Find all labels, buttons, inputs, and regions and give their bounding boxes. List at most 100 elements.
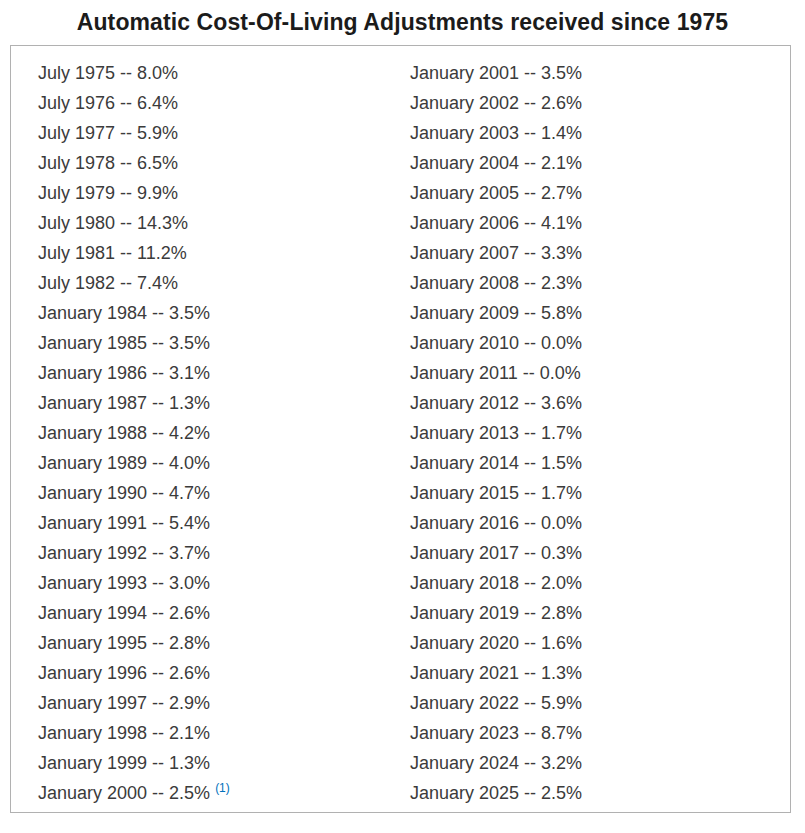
cola-row: January 2011 -- 0.0% [410,358,790,388]
cola-row-text: January 1985 -- 3.5% [38,333,210,353]
cola-row-text: January 2015 -- 1.7% [410,483,582,503]
cola-row: January 2001 -- 3.5% [410,58,790,88]
cola-column-left: July 1975 -- 8.0% July 1976 -- 6.4% July 1… [38,58,410,812]
cola-row: January 2023 -- 8.7% [410,718,790,748]
cola-row-text: January 2019 -- 2.8% [410,603,582,623]
cola-row-text: January 2021 -- 1.3% [410,663,582,683]
cola-row: January 2022 -- 5.9% [410,688,790,718]
cola-row: January 2025 -- 2.5% [410,778,790,808]
cola-row: January 1987 -- 1.3% [38,388,410,418]
cola-row-text: January 2004 -- 2.1% [410,153,582,173]
cola-row: January 2018 -- 2.0% [410,568,790,598]
cola-row: January 2005 -- 2.7% [410,178,790,208]
cola-row: January 2019 -- 2.8% [410,598,790,628]
cola-row: July 1977 -- 5.9% [38,118,410,148]
cola-row-text: January 2005 -- 2.7% [410,183,582,203]
cola-row-text: July 1977 -- 5.9% [38,123,178,143]
cola-row-text: January 2008 -- 2.3% [410,273,582,293]
cola-row: January 2004 -- 2.1% [410,148,790,178]
cola-row: July 1978 -- 6.5% [38,148,410,178]
cola-row: January 1984 -- 3.5% [38,298,410,328]
cola-row: January 2014 -- 1.5% [410,448,790,478]
cola-row: January 2006 -- 4.1% [410,208,790,238]
cola-row-text: July 1982 -- 7.4% [38,273,178,293]
cola-row: January 2002 -- 2.6% [410,88,790,118]
footnote-superscript: (1) [215,781,230,795]
cola-row-text: January 1988 -- 4.2% [38,423,210,443]
cola-row-text: January 2022 -- 5.9% [410,693,582,713]
cola-row: January 2021 -- 1.3% [410,658,790,688]
cola-row: January 1988 -- 4.2% [38,418,410,448]
cola-row: July 1981 -- 11.2% [38,238,410,268]
cola-row-text: January 2002 -- 2.6% [410,93,582,113]
cola-row-text: January 2014 -- 1.5% [410,453,582,473]
cola-row: January 1986 -- 3.1% [38,358,410,388]
cola-row-text: January 1984 -- 3.5% [38,303,210,323]
cola-row-text: January 2013 -- 1.7% [410,423,582,443]
cola-row-text: January 2016 -- 0.0% [410,513,582,533]
cola-row: January 1997 -- 2.9% [38,688,410,718]
cola-column-right: January 2001 -- 3.5% January 2002 -- 2.6%… [410,58,790,812]
cola-row: January 1994 -- 2.6% [38,598,410,628]
cola-row-text: January 1996 -- 2.6% [38,663,210,683]
cola-row: January 1985 -- 3.5% [38,328,410,358]
cola-row: January 1998 -- 2.1% [38,718,410,748]
cola-row-text: January 1991 -- 5.4% [38,513,210,533]
cola-row-text: January 2003 -- 1.4% [410,123,582,143]
cola-row: January 2024 -- 3.2% [410,748,790,778]
page-title: Automatic Cost-Of-Living Adjustments rec… [0,0,805,36]
cola-row-text: July 1976 -- 6.4% [38,93,178,113]
cola-row: July 1982 -- 7.4% [38,268,410,298]
cola-row-text: January 1990 -- 4.7% [38,483,210,503]
cola-row: July 1975 -- 8.0% [38,58,410,88]
cola-row-text: January 1999 -- 1.3% [38,753,210,773]
cola-row: January 1993 -- 3.0% [38,568,410,598]
cola-row: July 1980 -- 14.3% [38,208,410,238]
cola-row: January 1996 -- 2.6% [38,658,410,688]
cola-row-text: January 1997 -- 2.9% [38,693,210,713]
cola-row: January 1990 -- 4.7% [38,478,410,508]
cola-row-text: January 1993 -- 3.0% [38,573,210,593]
cola-row-text: January 2023 -- 8.7% [410,723,582,743]
cola-row: January 2010 -- 0.0% [410,328,790,358]
cola-row: July 1976 -- 6.4% [38,88,410,118]
cola-row-text: July 1979 -- 9.9% [38,183,178,203]
cola-row: January 2012 -- 3.6% [410,388,790,418]
cola-row: January 1992 -- 3.7% [38,538,410,568]
cola-row: January 2009 -- 5.8% [410,298,790,328]
cola-list-box: July 1975 -- 8.0% July 1976 -- 6.4% July 1… [10,45,791,813]
cola-row: January 2007 -- 3.3% [410,238,790,268]
cola-row-text: January 1992 -- 3.7% [38,543,210,563]
cola-row-text: January 2001 -- 3.5% [410,63,582,83]
cola-row-text: January 2017 -- 0.3% [410,543,582,563]
footnote-link[interactable]: (1) [215,781,230,795]
cola-row: January 1995 -- 2.8% [38,628,410,658]
cola-row: January 2017 -- 0.3% [410,538,790,568]
cola-row-text: January 2009 -- 5.8% [410,303,582,323]
cola-row-text: January 2018 -- 2.0% [410,573,582,593]
cola-row: January 1991 -- 5.4% [38,508,410,538]
cola-row-text: January 2012 -- 3.6% [410,393,582,413]
cola-row: January 2020 -- 1.6% [410,628,790,658]
cola-row: January 1999 -- 1.3% [38,748,410,778]
cola-row-text: July 1980 -- 14.3% [38,213,188,233]
cola-row: January 1989 -- 4.0% [38,448,410,478]
cola-row: January 2003 -- 1.4% [410,118,790,148]
cola-row-text: January 2024 -- 3.2% [410,753,582,773]
cola-row-text: January 1994 -- 2.6% [38,603,210,623]
cola-row-text: January 1998 -- 2.1% [38,723,210,743]
cola-row-text: January 1987 -- 1.3% [38,393,210,413]
cola-row-text: July 1975 -- 8.0% [38,63,178,83]
cola-row: January 2008 -- 2.3% [410,268,790,298]
cola-row: July 1979 -- 9.9% [38,178,410,208]
cola-row-text: January 1995 -- 2.8% [38,633,210,653]
cola-row: January 2015 -- 1.7% [410,478,790,508]
cola-row-text: July 1978 -- 6.5% [38,153,178,173]
cola-row-text: January 2007 -- 3.3% [410,243,582,263]
cola-row-text: January 2010 -- 0.0% [410,333,582,353]
cola-row: January 2000 -- 2.5% (1) [38,778,410,808]
cola-row: January 2013 -- 1.7% [410,418,790,448]
cola-row-text: January 1989 -- 4.0% [38,453,210,473]
cola-row-text: January 1986 -- 3.1% [38,363,210,383]
cola-row-text: January 2025 -- 2.5% [410,783,582,803]
